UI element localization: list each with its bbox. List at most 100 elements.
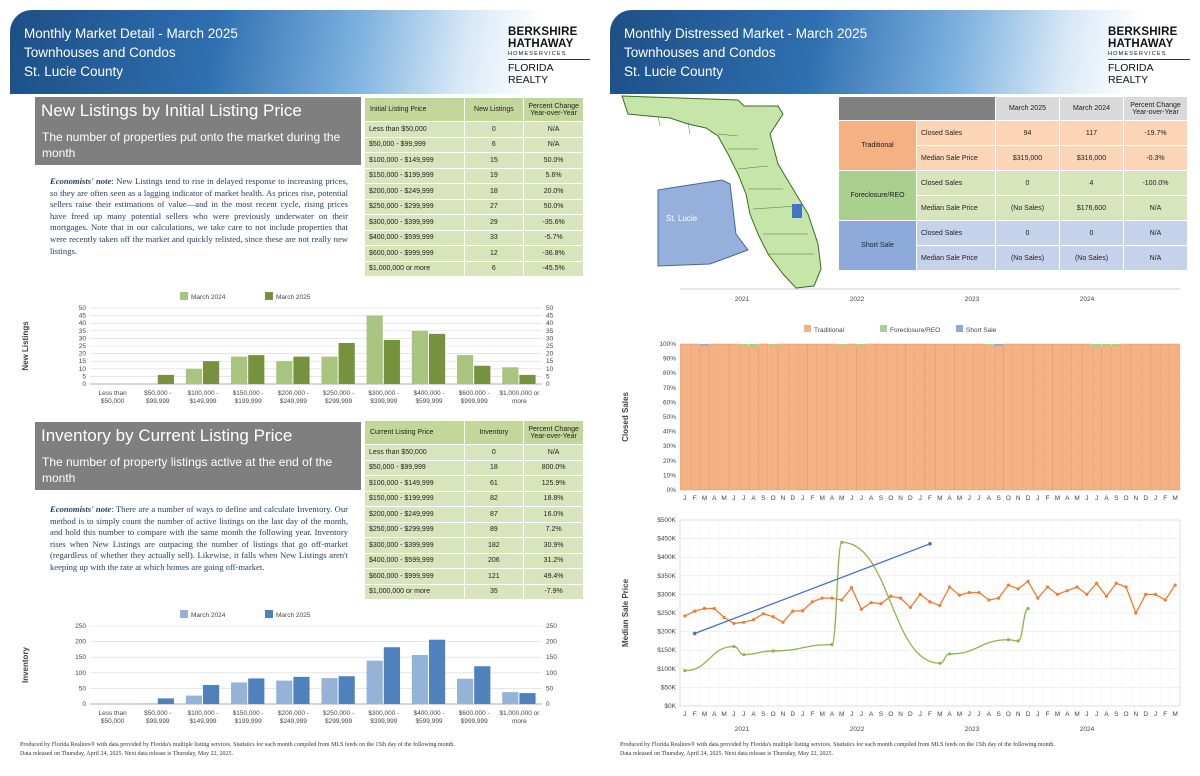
- point-traditional: [1095, 581, 1099, 585]
- x-tick-label: F: [810, 495, 814, 502]
- inventory-note: Economists' note: There are a number of …: [50, 504, 348, 574]
- bar: [502, 367, 519, 384]
- table-cell: $50,000 - $99,999: [364, 136, 465, 153]
- table-header-cell: Percent Change Year-over-Year: [1123, 96, 1188, 121]
- x-tick-label: $400,000 -: [413, 710, 444, 717]
- table-cell: $316,000: [1059, 145, 1124, 171]
- bar-traditional: [748, 346, 759, 491]
- bar-traditional: [787, 343, 798, 491]
- left-page: Monthly Market Detail - March 2025 Townh…: [10, 10, 590, 776]
- table-cell: 800.0%: [523, 459, 584, 476]
- note-text: : New Listings tend to rise in delayed r…: [50, 176, 348, 256]
- table-cell: $150,000 - $199,999: [364, 167, 465, 184]
- year-label: 2021: [735, 726, 750, 733]
- point-traditional: [1114, 581, 1118, 585]
- x-tick-label: F: [810, 711, 814, 718]
- y-tick-label-right: 50: [546, 305, 554, 312]
- footer-line2: Data released on Thursday, April 24, 202…: [620, 751, 833, 757]
- bar: [185, 695, 202, 704]
- point-traditional: [702, 606, 707, 611]
- table-cell: 117: [1059, 120, 1124, 146]
- x-tick-label: $300,000 -: [368, 390, 399, 397]
- bar: [383, 339, 400, 384]
- table-cell: $1,000,000 or more: [364, 583, 465, 600]
- bar: [519, 374, 536, 384]
- bar-foreclosure: [768, 344, 778, 346]
- table-cell: 35: [463, 583, 525, 600]
- point-traditional: [820, 596, 824, 600]
- x-tick-label: M: [1172, 711, 1177, 718]
- point-foreclosure: [948, 652, 952, 656]
- x-tick-label: N: [781, 711, 786, 718]
- new-listings-subtitle: The number of properties put onto the ma…: [42, 130, 341, 160]
- x-tick-label: M: [721, 711, 726, 718]
- table-cell: 61: [463, 475, 525, 492]
- y-tick-label: 0%: [667, 487, 677, 494]
- bar-short-sale: [994, 344, 1004, 346]
- legend-swatch: [880, 325, 887, 332]
- bar-foreclosure: [748, 344, 759, 347]
- y-axis-label: New Listings: [21, 321, 30, 371]
- x-tick-label: $149,999: [189, 398, 216, 405]
- bar-traditional: [1003, 343, 1014, 491]
- point-traditional: [1075, 585, 1079, 589]
- point-traditional: [1065, 589, 1069, 593]
- left-title-line2: Townhouses and Condos: [24, 45, 176, 60]
- x-tick-label: J: [850, 495, 853, 502]
- legend-label: Traditional: [814, 327, 845, 334]
- x-tick-label: $100,000 -: [187, 710, 218, 717]
- bar-traditional: [964, 343, 974, 491]
- x-tick-label: $249,999: [280, 398, 307, 405]
- table-cell: Less than $50,000: [364, 121, 465, 138]
- bar-traditional: [1052, 343, 1063, 491]
- y-tick-label: 50%: [663, 414, 676, 421]
- table-row: $600,000 - $999,999 121 49.4%: [364, 568, 584, 585]
- bar-traditional: [768, 345, 778, 491]
- table-cell: $100,000 - $149,999: [364, 152, 465, 169]
- table-cell: N/A: [523, 136, 584, 153]
- table-cell: N/A: [1123, 220, 1188, 246]
- x-tick-label: J: [1095, 495, 1098, 502]
- table-cell: -19.7%: [1123, 120, 1188, 146]
- x-tick-label: A: [751, 711, 756, 718]
- right-banner-title: Monthly Distressed Market - March 2025 T…: [624, 24, 867, 81]
- line-short-sale: [694, 543, 931, 635]
- table-header-cell: Inventory: [463, 420, 525, 445]
- bar-traditional: [807, 343, 818, 491]
- point-traditional: [1173, 583, 1177, 587]
- florida-outline: [621, 95, 822, 289]
- y-tick-label: 25: [79, 343, 87, 350]
- x-tick-label: A: [712, 495, 717, 502]
- new-listings-header: New Listings by Initial Listing Price Th…: [35, 97, 361, 165]
- legend-swatch: [265, 610, 273, 618]
- right-page: Monthly Distressed Market - March 2025 T…: [610, 10, 1190, 776]
- table-header-cell: Percent Change Year-over-Year: [523, 420, 584, 445]
- x-tick-label: $299,999: [325, 398, 352, 405]
- inventory-chart: March 2024 March 2025 0 0 50 50 100 100 150 150 20…: [21, 610, 557, 725]
- bar: [203, 684, 220, 704]
- bar-short-sale: [699, 344, 710, 346]
- new-listings-note: Economists' note: New Listings tend to r…: [50, 176, 348, 257]
- bar-traditional: [1042, 343, 1053, 491]
- table-row: $250,000 - $299,999 89 7.2%: [364, 521, 584, 538]
- bar: [457, 355, 474, 384]
- left-footer: Produced by Florida Realtors® with data …: [20, 741, 455, 759]
- y-tick-label: 60%: [663, 399, 676, 406]
- y-tick-label: 70%: [663, 385, 676, 392]
- bar-traditional: [719, 343, 729, 491]
- x-tick-label: S: [761, 711, 766, 718]
- x-tick-label: $999,999: [461, 398, 488, 405]
- point-traditional: [800, 609, 805, 613]
- y-tick-label-right: 10: [546, 366, 554, 373]
- y-tick-label: 80%: [663, 370, 676, 377]
- legend-label: Short Sale: [966, 327, 997, 334]
- legend-swatch: [956, 325, 963, 332]
- x-tick-label: J: [801, 711, 804, 718]
- x-tick-label: M: [819, 711, 824, 718]
- bar: [411, 330, 428, 384]
- y-tick-label: $200K: [657, 629, 676, 636]
- y-tick-label-right: 45: [546, 313, 554, 320]
- x-tick-label: A: [987, 711, 992, 718]
- x-tick-label: J: [1036, 495, 1039, 502]
- x-tick-label: F: [928, 495, 932, 502]
